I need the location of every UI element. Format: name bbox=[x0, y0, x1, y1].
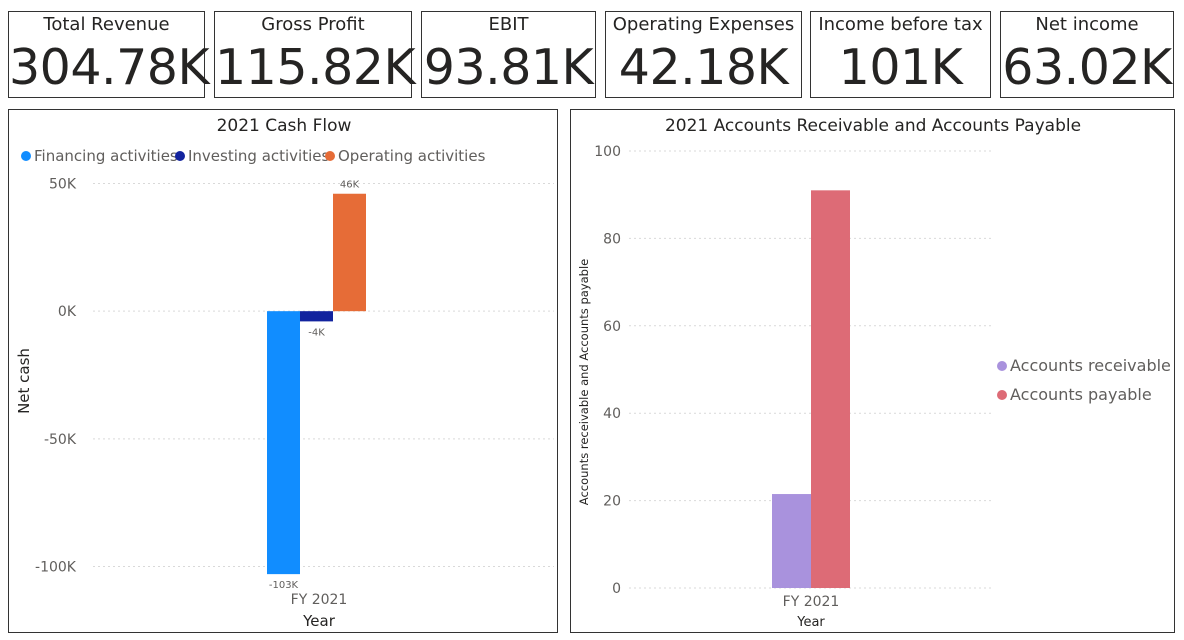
legend-item-label: Operating activities bbox=[338, 147, 486, 165]
kpi-label: EBIT bbox=[488, 14, 529, 35]
kpi-value: 101K bbox=[838, 39, 963, 96]
ar-ap-panel: 2021 Accounts Receivable and Accounts Pa… bbox=[570, 109, 1175, 633]
legend-item-label: Investing activities bbox=[188, 147, 330, 165]
y-tick-label: 100 bbox=[594, 144, 621, 160]
legend-item-label: Financing activities bbox=[34, 147, 178, 165]
legend-marker bbox=[21, 151, 31, 161]
legend-item-label: Accounts payable bbox=[1010, 385, 1152, 404]
kpi-card-gross-profit: Gross Profit 115.82K bbox=[214, 11, 416, 98]
data-label: -103K bbox=[269, 580, 299, 591]
data-label: -4K bbox=[308, 327, 325, 338]
ar-ap-chart: 2021 Accounts Receivable and Accounts Pa… bbox=[577, 116, 1171, 630]
y-tick-label: 20 bbox=[603, 494, 621, 510]
kpi-card-operating-expenses: Operating Expenses 42.18K bbox=[605, 11, 802, 98]
kpi-label: Income before tax bbox=[818, 14, 983, 35]
y-tick-label: 0K bbox=[58, 304, 77, 320]
chart-title: 2021 Cash Flow bbox=[217, 116, 352, 136]
kpi-value: 63.02K bbox=[1002, 39, 1172, 96]
cash-flow-chart: 2021 Cash Flow Financing activities Inves… bbox=[15, 116, 554, 630]
y-axis-title: Net cash bbox=[15, 348, 33, 414]
bar-accounts-payable bbox=[811, 190, 850, 588]
kpi-value: 304.78K bbox=[9, 39, 210, 96]
legend-marker bbox=[997, 361, 1007, 371]
kpi-card-ebit: EBIT 93.81K bbox=[421, 11, 596, 98]
cash-flow-panel: 2021 Cash Flow Financing activities Inves… bbox=[8, 109, 558, 633]
y-tick-label: 80 bbox=[603, 231, 621, 247]
x-category-label: FY 2021 bbox=[291, 592, 348, 608]
kpi-label: Gross Profit bbox=[261, 14, 365, 35]
x-axis-title: Year bbox=[796, 615, 825, 630]
legend-marker bbox=[175, 151, 185, 161]
y-tick-label: -50K bbox=[44, 432, 77, 448]
x-category-label: FY 2021 bbox=[783, 594, 840, 610]
y-tick-label: -100K bbox=[35, 559, 77, 575]
kpi-value: 42.18K bbox=[618, 39, 789, 96]
kpi-label: Total Revenue bbox=[43, 14, 170, 35]
x-axis-title: Year bbox=[302, 612, 336, 630]
y-tick-label: 60 bbox=[603, 319, 621, 335]
bar-investing-activities bbox=[300, 311, 333, 322]
data-label: 46K bbox=[340, 180, 360, 191]
kpi-value: 93.81K bbox=[423, 39, 594, 96]
chart-title: 2021 Accounts Receivable and Accounts Pa… bbox=[665, 116, 1081, 136]
legend-marker bbox=[325, 151, 335, 161]
y-tick-label: 40 bbox=[603, 406, 621, 422]
legend-item-label: Accounts receivable bbox=[1010, 356, 1171, 375]
bar-financing-activities bbox=[267, 311, 300, 575]
kpi-label: Net income bbox=[1035, 14, 1139, 35]
y-axis-title: Accounts receivable and Accounts payable bbox=[577, 259, 591, 505]
kpi-card-income-before-tax: Income before tax 101K bbox=[810, 11, 991, 98]
kpi-value: 115.82K bbox=[215, 39, 416, 96]
kpi-card-total-revenue: Total Revenue 304.78K bbox=[8, 11, 210, 98]
y-tick-label: 50K bbox=[49, 177, 77, 193]
kpi-card-net-income: Net income 63.02K bbox=[1000, 11, 1174, 98]
kpi-label: Operating Expenses bbox=[612, 14, 795, 35]
bar-operating-activities bbox=[333, 193, 366, 312]
y-tick-label: 0 bbox=[612, 581, 621, 597]
bar-accounts-receivable bbox=[772, 494, 811, 588]
legend-marker bbox=[997, 390, 1007, 400]
